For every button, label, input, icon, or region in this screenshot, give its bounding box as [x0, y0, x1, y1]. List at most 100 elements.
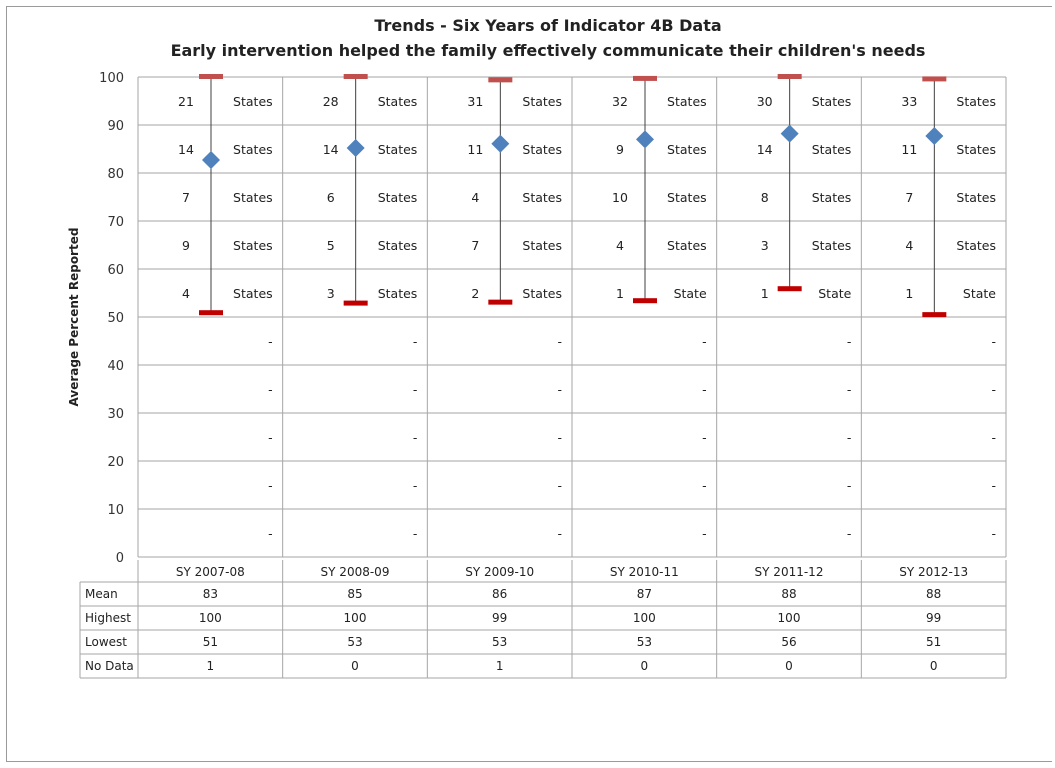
table-value: 53 [347, 635, 362, 649]
highest-marker [633, 75, 657, 81]
band-empty-label: - [557, 478, 562, 493]
band-unit-label: States [667, 190, 707, 205]
band-empty-label: - [991, 526, 996, 541]
table-value: 85 [347, 587, 362, 601]
band-empty-label: - [702, 382, 707, 397]
band-unit-label: States [378, 142, 418, 157]
band-empty-label: - [702, 526, 707, 541]
band-empty-label: - [268, 334, 273, 349]
category-label: SY 2011-12 [755, 565, 824, 579]
category-label: SY 2007-08 [176, 565, 245, 579]
band-count-label: 1 [616, 286, 624, 301]
table-value: 0 [785, 659, 793, 673]
table-value: 100 [633, 611, 656, 625]
band-unit-label: States [667, 238, 707, 253]
band-count-label: 3 [327, 286, 335, 301]
table-value: 51 [203, 635, 218, 649]
y-tick-label: 40 [107, 359, 124, 374]
table-value: 99 [492, 611, 507, 625]
band-count-label: 3 [761, 238, 769, 253]
table-value: 0 [930, 659, 938, 673]
band-empty-label: - [991, 478, 996, 493]
y-tick-label: 80 [107, 167, 124, 182]
y-tick-label: 10 [107, 503, 124, 518]
band-unit-label: States [233, 286, 273, 301]
band-empty-label: - [413, 382, 418, 397]
band-unit-label: States [233, 190, 273, 205]
band-unit-label: States [378, 94, 418, 109]
band-empty-label: - [702, 430, 707, 445]
band-unit-label: States [812, 238, 852, 253]
table-value: 87 [637, 587, 652, 601]
band-empty-label: - [268, 382, 273, 397]
band-empty-label: - [702, 334, 707, 349]
band-unit-label: States [812, 142, 852, 157]
band-empty-label: - [991, 334, 996, 349]
band-empty-label: - [268, 478, 273, 493]
band-unit-label: States [956, 190, 996, 205]
lowest-marker [777, 286, 802, 292]
band-count-label: 6 [327, 190, 335, 205]
band-unit-label: States [812, 94, 852, 109]
band-empty-label: - [413, 430, 418, 445]
y-tick-label: 100 [99, 71, 124, 86]
mean-diamond [780, 124, 799, 143]
band-unit-label: States [956, 94, 996, 109]
band-count-label: 28 [323, 94, 339, 109]
band-count-label: 1 [761, 286, 769, 301]
band-count-label: 14 [178, 142, 194, 157]
table-row-label: Mean [85, 587, 118, 601]
band-unit-label: States [522, 94, 562, 109]
table-value: 56 [781, 635, 796, 649]
band-empty-label: - [557, 334, 562, 349]
band-unit-label: States [667, 94, 707, 109]
band-empty-label: - [413, 334, 418, 349]
table-row-label: Highest [85, 611, 131, 625]
highest-marker [922, 76, 947, 82]
band-unit-label: State [963, 286, 996, 301]
band-count-label: 14 [757, 142, 773, 157]
band-count-label: 9 [182, 238, 190, 253]
band-empty-label: - [702, 478, 707, 493]
y-tick-label: 30 [107, 407, 124, 422]
band-count-label: 11 [467, 142, 483, 157]
table-value: 1 [496, 659, 504, 673]
band-unit-label: State [818, 286, 851, 301]
mean-diamond [636, 130, 654, 149]
band-unit-label: States [378, 238, 418, 253]
band-count-label: 21 [178, 94, 194, 109]
highest-marker [199, 74, 223, 79]
band-unit-label: State [674, 286, 707, 301]
table-value: 0 [641, 659, 649, 673]
band-count-label: 5 [327, 238, 335, 253]
band-empty-label: - [413, 526, 418, 541]
lowest-marker [199, 310, 223, 316]
band-empty-label: - [991, 430, 996, 445]
category-label: SY 2012-13 [899, 565, 968, 579]
band-empty-label: - [413, 478, 418, 493]
y-tick-label: 0 [116, 551, 124, 566]
band-unit-label: States [378, 286, 418, 301]
table-row-label: No Data [85, 659, 134, 673]
band-count-label: 4 [616, 238, 624, 253]
table-value: 100 [199, 611, 222, 625]
band-empty-label: - [557, 382, 562, 397]
lowest-marker [343, 300, 368, 306]
chart-subtitle: Early intervention helped the family eff… [171, 41, 926, 60]
table-value: 1 [207, 659, 215, 673]
table-row-label: Lowest [85, 635, 127, 649]
band-count-label: 31 [467, 94, 483, 109]
mean-diamond [491, 134, 510, 153]
highest-marker [488, 77, 513, 83]
table-value: 53 [492, 635, 507, 649]
mean-diamond [202, 151, 220, 170]
band-unit-label: States [522, 142, 562, 157]
band-count-label: 14 [323, 142, 339, 157]
band-unit-label: States [233, 238, 273, 253]
band-count-label: 33 [901, 94, 917, 109]
table-value: 88 [781, 587, 796, 601]
band-unit-label: States [233, 142, 273, 157]
table-value: 100 [778, 611, 801, 625]
lowest-marker [633, 298, 657, 304]
band-empty-label: - [847, 430, 852, 445]
